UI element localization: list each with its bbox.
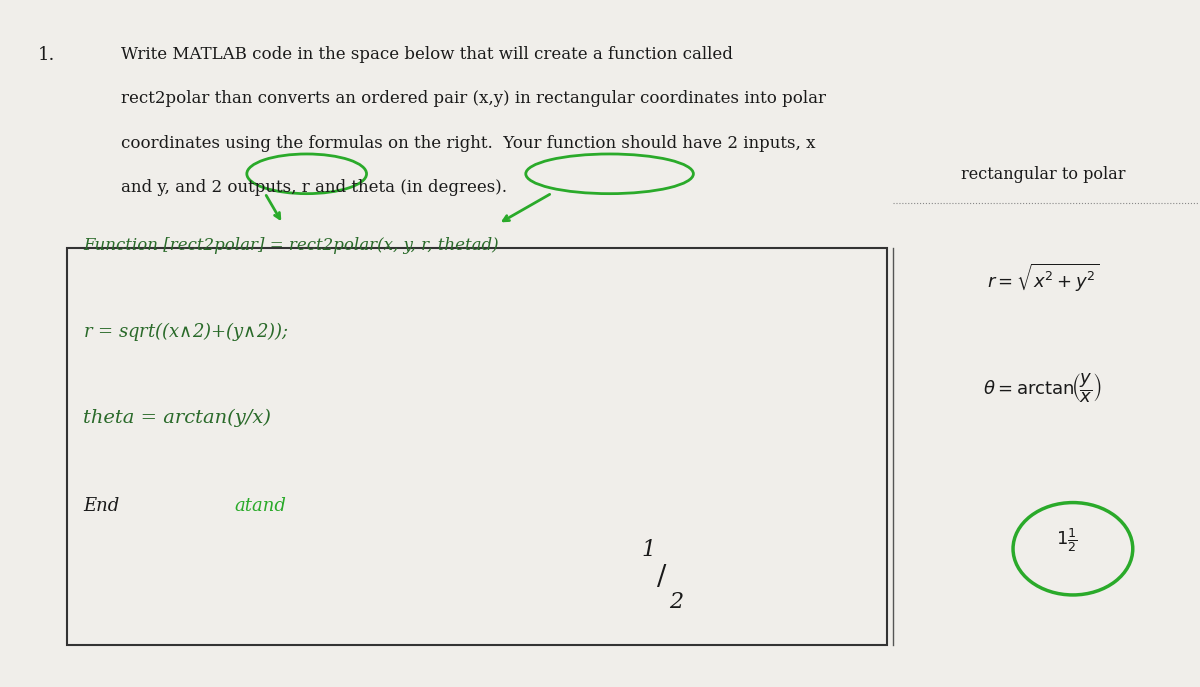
Text: Function [rect2polar] = rect2polar(x, y, r, thetad): Function [rect2polar] = rect2polar(x, y,… [83,238,498,254]
Text: /: / [658,564,667,591]
Text: 1.: 1. [37,46,55,64]
Text: atand: atand [235,497,287,515]
Text: coordinates using the formulas on the right.  Your function should have 2 inputs: coordinates using the formulas on the ri… [121,135,816,152]
Text: End: End [83,497,119,515]
Text: theta = arctan(y/x): theta = arctan(y/x) [83,409,271,427]
Text: $1\frac{1}{2}$: $1\frac{1}{2}$ [1056,527,1078,554]
Text: Write MATLAB code in the space below that will create a function called: Write MATLAB code in the space below tha… [121,46,733,63]
Text: rectangular to polar: rectangular to polar [961,166,1126,183]
Text: and y, and 2 outputs, r and theta (in degrees).: and y, and 2 outputs, r and theta (in de… [121,179,508,196]
Text: 2: 2 [670,592,684,613]
Text: $\theta = \mathrm{arctan}\!\left(\dfrac{y}{x}\right)$: $\theta = \mathrm{arctan}\!\left(\dfrac{… [983,371,1103,405]
Text: 1: 1 [642,539,656,561]
Text: $r = \sqrt{x^2 + y^2}$: $r = \sqrt{x^2 + y^2}$ [986,261,1099,294]
Text: rect2polar than converts an ordered pair (x,y) in rectangular coordinates into p: rect2polar than converts an ordered pair… [121,90,826,107]
Text: r = sqrt((x$\wedge$2)+(y$\wedge$2));: r = sqrt((x$\wedge$2)+(y$\wedge$2)); [83,319,288,343]
